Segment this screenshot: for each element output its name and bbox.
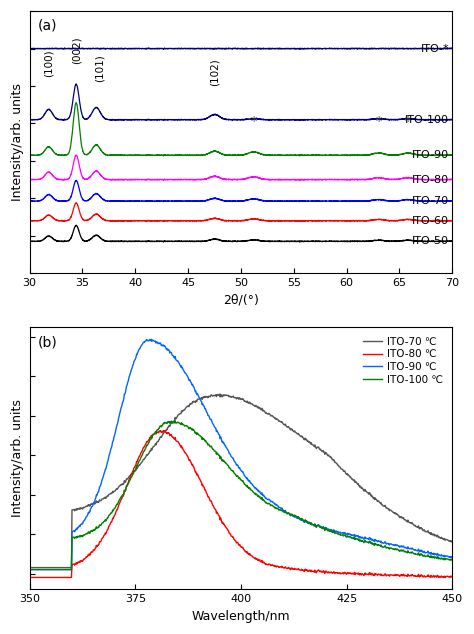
ITO-70 ℃ xyxy=(297,431,302,439)
Y-axis label: Intensity/arb. units: Intensity/arb. units xyxy=(11,83,24,201)
Text: (100): (100) xyxy=(44,49,54,77)
ITO-100 ℃ xyxy=(348,533,354,541)
X-axis label: 2θ/(°): 2θ/(°) xyxy=(223,294,259,307)
ITO-70 ℃ xyxy=(348,474,354,481)
ITO-80 ℃ xyxy=(273,562,279,569)
ITO-80 ℃ xyxy=(284,564,290,572)
ITO-100 ℃ xyxy=(392,545,397,553)
Text: ITO-100: ITO-100 xyxy=(405,115,449,125)
ITO-90 ℃ xyxy=(148,335,154,343)
Line: ITO-90 ℃: ITO-90 ℃ xyxy=(30,339,452,569)
ITO-100 ℃ xyxy=(297,514,302,522)
Text: (101): (101) xyxy=(94,55,104,82)
Text: *: * xyxy=(405,115,411,128)
Text: (a): (a) xyxy=(38,19,58,33)
ITO-70 ℃ xyxy=(27,564,33,571)
X-axis label: Wavelength/nm: Wavelength/nm xyxy=(191,610,290,623)
Text: (102): (102) xyxy=(210,58,219,86)
ITO-80 ℃ xyxy=(442,574,448,581)
Text: ITO-80: ITO-80 xyxy=(412,174,449,184)
Y-axis label: Intensity/arb. units: Intensity/arb. units xyxy=(11,399,24,517)
ITO-100 ℃ xyxy=(284,510,290,517)
ITO-80 ℃ xyxy=(53,574,58,581)
ITO-90 ℃ xyxy=(27,566,33,573)
Legend: ITO-70 ℃, ITO-80 ℃, ITO-90 ℃, ITO-100 ℃: ITO-70 ℃, ITO-80 ℃, ITO-90 ℃, ITO-100 ℃ xyxy=(359,333,447,389)
ITO-70 ℃ xyxy=(273,414,279,422)
ITO-70 ℃ xyxy=(217,391,222,398)
ITO-90 ℃ xyxy=(53,566,58,573)
Text: *: * xyxy=(251,115,257,128)
ITO-90 ℃ xyxy=(297,515,302,523)
Text: ITO-50: ITO-50 xyxy=(412,236,449,247)
ITO-90 ℃ xyxy=(449,554,455,562)
ITO-70 ℃ xyxy=(53,564,58,571)
ITO-100 ℃ xyxy=(449,557,455,564)
Text: *: * xyxy=(375,115,382,128)
ITO-80 ℃ xyxy=(348,569,354,577)
ITO-80 ℃ xyxy=(27,574,33,581)
ITO-80 ℃ xyxy=(297,566,302,573)
Text: (002): (002) xyxy=(71,36,81,63)
ITO-70 ℃ xyxy=(284,423,290,430)
ITO-100 ℃ xyxy=(172,417,178,425)
ITO-100 ℃ xyxy=(53,566,58,573)
ITO-90 ℃ xyxy=(273,500,279,508)
Line: ITO-100 ℃: ITO-100 ℃ xyxy=(30,421,452,569)
ITO-90 ℃ xyxy=(284,509,290,517)
Text: ITO-90: ITO-90 xyxy=(412,150,449,160)
Text: ITO-*: ITO-* xyxy=(420,44,449,53)
Text: ITO-70: ITO-70 xyxy=(412,196,449,206)
ITO-80 ℃ xyxy=(449,574,455,581)
ITO-80 ℃ xyxy=(157,427,163,434)
ITO-70 ℃ xyxy=(392,509,397,517)
Text: ITO-60: ITO-60 xyxy=(412,216,449,226)
ITO-70 ℃ xyxy=(449,538,455,546)
Text: (b): (b) xyxy=(38,335,58,349)
Line: ITO-80 ℃: ITO-80 ℃ xyxy=(30,430,452,578)
ITO-90 ℃ xyxy=(392,541,397,549)
ITO-90 ℃ xyxy=(348,531,354,538)
ITO-80 ℃ xyxy=(392,571,397,579)
Line: ITO-70 ℃: ITO-70 ℃ xyxy=(30,394,452,567)
ITO-100 ℃ xyxy=(27,566,33,573)
ITO-100 ℃ xyxy=(273,503,279,511)
